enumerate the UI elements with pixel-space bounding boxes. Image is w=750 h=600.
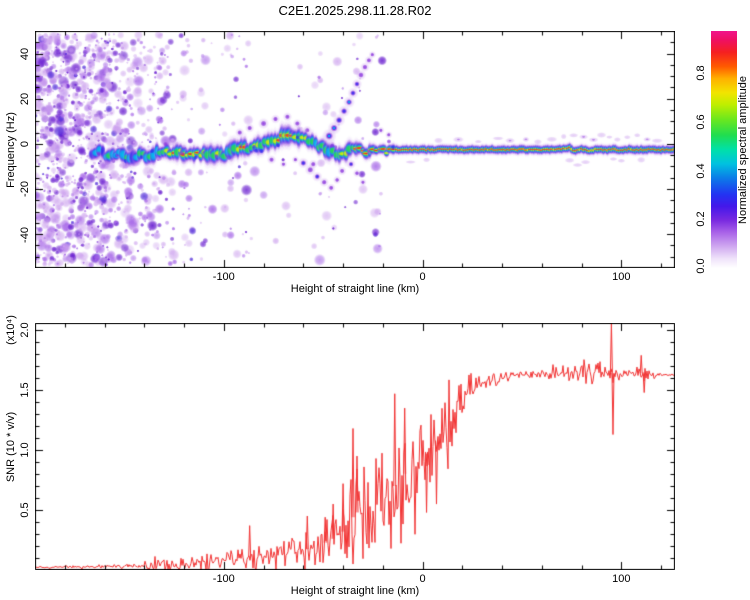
freq-tick-label: -40	[19, 226, 31, 243]
height-tick-label: 100	[612, 271, 631, 283]
colorbar-tick-label: 0.4	[695, 162, 707, 179]
snr-y-axis-title: SNR (10 * v/v)	[5, 411, 17, 483]
colorbar-gradient	[711, 31, 737, 268]
colorbar-tick-label: 0.2	[695, 211, 707, 227]
snr-tick-label: 1.5	[19, 382, 31, 398]
snr-x-axis-title: Height of straight line (km)	[290, 585, 420, 597]
colorbar-tick-label: 0.6	[695, 113, 707, 130]
colorbar-tick-label: 0.0	[695, 258, 707, 274]
snr-tick-label: 0.5	[19, 502, 31, 518]
height-tick-label: 0	[419, 271, 426, 283]
spectrogram-plot	[35, 31, 675, 268]
spectrogram-y-axis-title: Frequency (Hz)	[5, 111, 17, 188]
snr-tick-label: 2.0	[19, 322, 31, 338]
height-tick-label: 0	[419, 573, 426, 585]
freq-tick-label: 0	[19, 140, 31, 148]
snr-scale-label: (x10⁴)	[5, 315, 17, 345]
height-tick-label: 100	[612, 573, 631, 585]
snr-tick-label: 1.0	[19, 442, 31, 458]
height-tick-label: -100	[212, 573, 235, 585]
figure-title: C2E1.2025.298.11.28.R02	[278, 3, 432, 18]
colorbar-tick-label: 0.8	[695, 64, 707, 81]
freq-tick-label: 20	[19, 92, 31, 105]
colorbar-title: Normalized spectral amplitude	[737, 75, 749, 224]
freq-tick-label: -20	[19, 181, 31, 197]
height-tick-label: -100	[212, 271, 235, 283]
snr-plot	[35, 323, 675, 570]
spectrogram-x-axis-title: Height of straight line (km)	[290, 283, 420, 295]
freq-tick-label: 40	[19, 47, 31, 60]
